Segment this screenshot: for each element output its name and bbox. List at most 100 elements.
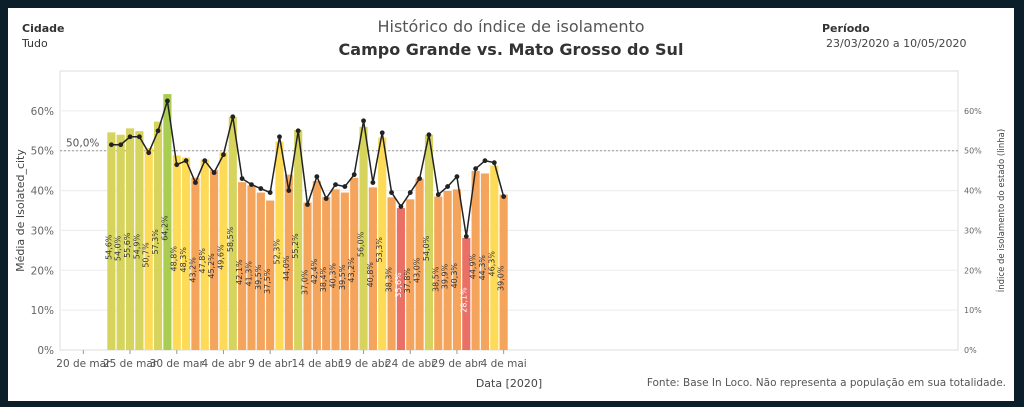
- bar: [471, 171, 480, 350]
- state-line-point: [295, 128, 301, 134]
- bar: [294, 129, 303, 350]
- state-line-point: [165, 98, 170, 104]
- bar: [378, 137, 387, 350]
- state-line-point: [108, 142, 114, 148]
- state-line-point: [463, 234, 469, 239]
- bar-value-label: 58,5%: [226, 226, 235, 252]
- state-line-point: [127, 134, 133, 140]
- y2-tick-label: 50%: [964, 147, 982, 156]
- bar: [210, 169, 219, 350]
- bar: [144, 147, 153, 350]
- y-tick-label: 0%: [37, 345, 54, 357]
- bar-value-label: 57,3%: [151, 229, 160, 255]
- state-line-point: [118, 142, 124, 148]
- bar: [163, 94, 172, 350]
- y-tick-label: 50%: [31, 146, 54, 158]
- bar-value-label: 39,5%: [254, 264, 263, 290]
- bar: [219, 152, 228, 350]
- bar-value-label: 64,2%: [160, 215, 169, 241]
- bar: [480, 173, 490, 350]
- state-line-point: [389, 190, 394, 195]
- bar-value-label: 40,8%: [366, 262, 375, 288]
- bar: [387, 197, 396, 350]
- bar-value-label: 43,2%: [188, 257, 197, 283]
- state-line-point: [202, 158, 208, 164]
- bar-value-label: 37,8%: [403, 268, 412, 294]
- chart-subtitle: Campo Grande vs. Mato Grosso do Sul: [338, 40, 684, 59]
- state-line-point: [417, 176, 422, 182]
- bar-value-label: 41,3%: [244, 261, 253, 287]
- state-line-point: [501, 194, 507, 199]
- bar-value-label: 28,1%: [459, 287, 468, 313]
- bar-value-label: 55,2%: [291, 233, 300, 259]
- y-tick-label: 30%: [31, 225, 54, 237]
- state-line-point: [258, 186, 264, 191]
- y2-tick-label: 0%: [964, 346, 977, 355]
- bar: [396, 208, 405, 350]
- bar-value-label: 52,3%: [272, 239, 281, 265]
- bar-value-label: 38,5%: [431, 266, 440, 292]
- state-line-point: [286, 188, 292, 193]
- bar: [238, 182, 247, 350]
- bar: [490, 165, 499, 350]
- chart-svg: 0% 10% 20% 30% 40% 50% 60% 0% 10% 20% 30% 40% 50% 60%…: [14, 70, 1007, 390]
- state-line-point: [267, 190, 273, 195]
- x-tick-label: 20 de mar: [56, 358, 111, 370]
- bar: [256, 192, 265, 350]
- bar: [368, 187, 377, 350]
- bar-value-label: 54,0%: [422, 235, 431, 261]
- state-line-point: [221, 152, 226, 158]
- bar-value-label: 54,9%: [132, 233, 141, 259]
- bar-value-label: 37,0%: [301, 269, 310, 295]
- state-line-point: [473, 166, 479, 172]
- state-line-point: [454, 174, 460, 180]
- bar: [191, 177, 200, 350]
- bar-value-label: 45,2%: [207, 253, 216, 279]
- dashboard-panel: Cidade Tudo Histórico do índice de isola…: [8, 8, 1014, 401]
- state-line-point: [407, 190, 413, 195]
- x-tick-label: 4 de abr: [201, 358, 246, 370]
- chart-title: Histórico do índice de isolamento: [377, 17, 645, 36]
- y-tick-label: 10%: [31, 305, 54, 317]
- y2-tick-label: 10%: [964, 306, 982, 315]
- state-line-point: [398, 204, 404, 209]
- bar: [331, 189, 340, 350]
- bar: [322, 196, 331, 350]
- city-filter-label: Cidade: [22, 22, 65, 35]
- x-axis-title: Data [2020]: [476, 377, 542, 390]
- bar: [312, 181, 321, 350]
- state-line-point: [370, 180, 376, 186]
- state-line-point: [193, 180, 198, 186]
- y2-axis-title: Índice de isolamento do estado (linha): [995, 129, 1007, 292]
- state-line-point: [249, 182, 254, 187]
- bar: [125, 128, 135, 350]
- x-tick-label: 29 de abr: [432, 358, 483, 370]
- bar: [200, 159, 209, 350]
- period-filter-value[interactable]: 23/03/2020 a 10/05/2020: [826, 37, 967, 50]
- bar-value-label: 35,6%: [394, 272, 403, 298]
- bar: [303, 202, 312, 350]
- bar: [116, 134, 125, 350]
- bar-value-label: 39,9%: [441, 263, 450, 289]
- y2-tick-label: 60%: [964, 107, 982, 116]
- x-tick-label: 25 de mar: [103, 358, 158, 370]
- bar: [284, 174, 293, 350]
- city-filter-value[interactable]: Tudo: [22, 37, 48, 50]
- bar: [443, 190, 452, 350]
- bar-value-label: 39,5%: [338, 264, 347, 290]
- reference-line-label: 50,0%: [66, 138, 99, 150]
- y-tick-label: 40%: [31, 186, 54, 198]
- bar-value-label: 42,4%: [310, 258, 319, 284]
- state-line-point: [323, 196, 329, 201]
- bar: [228, 116, 237, 350]
- bar-value-label: 44,3%: [478, 255, 487, 281]
- bar-value-label: 40,3%: [450, 263, 459, 289]
- bar-value-label: 43,0%: [413, 257, 422, 283]
- bar: [182, 157, 191, 350]
- state-line-point: [445, 184, 451, 189]
- bar: [424, 134, 433, 350]
- bar: [135, 131, 144, 350]
- bar: [275, 141, 284, 350]
- y-tick-label: 60%: [31, 106, 54, 118]
